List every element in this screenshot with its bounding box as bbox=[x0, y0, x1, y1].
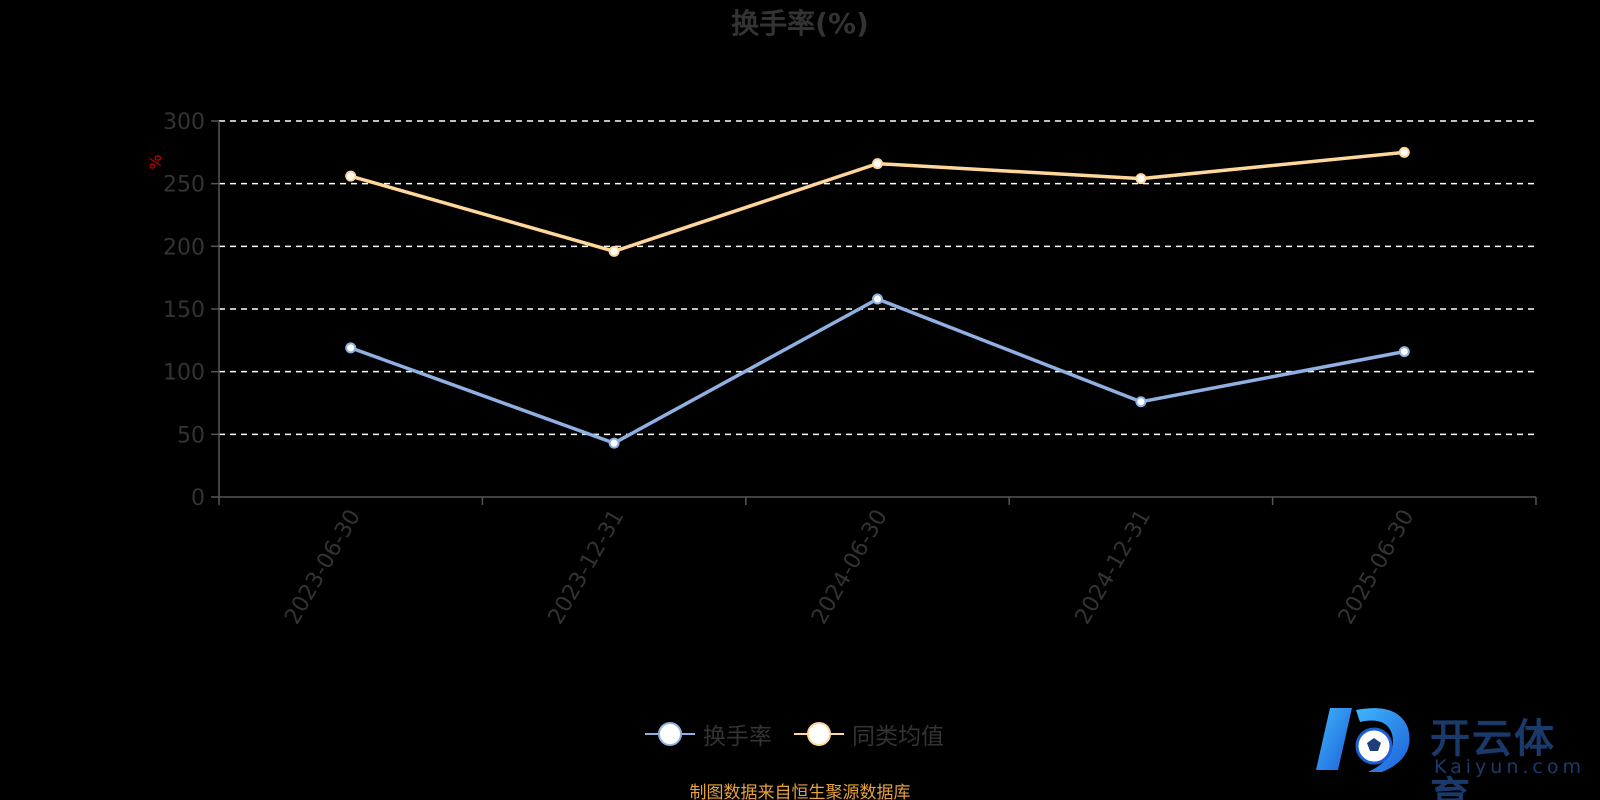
legend-item-turnover[interactable]: 换手率 bbox=[645, 717, 772, 751]
legend-item-peer-average[interactable]: 同类均值 bbox=[794, 717, 944, 751]
data-point bbox=[345, 170, 357, 182]
data-source-note: 制图数据来自恒生聚源数据库 bbox=[689, 783, 911, 800]
x-tick-label: 2025-06-30 bbox=[1334, 506, 1420, 629]
data-point bbox=[872, 158, 883, 170]
data-point bbox=[1398, 146, 1410, 158]
legend-marker-peer-average bbox=[794, 721, 844, 747]
data-point bbox=[872, 293, 883, 305]
y-tick-label: 250 bbox=[163, 173, 205, 198]
y-tick-label: 0 bbox=[191, 486, 205, 511]
y-tick-label: 100 bbox=[163, 361, 205, 386]
watermark-logo: 开云体育 Kaiyun.com bbox=[1312, 700, 1592, 800]
legend-marker-turnover bbox=[645, 721, 695, 747]
data-point bbox=[1135, 396, 1147, 408]
data-point bbox=[345, 342, 357, 354]
series-layer bbox=[345, 146, 1410, 449]
chart-title: 换手率(%) bbox=[731, 7, 869, 40]
watermark-brand: 开云体育 bbox=[1430, 716, 1556, 800]
y-axis-unit-label: % bbox=[146, 154, 165, 169]
legend: 换手率 同类均值 bbox=[645, 717, 944, 751]
watermark-domain: Kaiyun.com bbox=[1434, 756, 1585, 778]
data-point bbox=[1135, 173, 1147, 185]
x-tick-label: 2024-06-30 bbox=[807, 506, 893, 629]
legend-label-peer-average: 同类均值 bbox=[852, 724, 944, 750]
x-tick-label: 2023-06-30 bbox=[280, 506, 366, 629]
data-point bbox=[1398, 346, 1410, 358]
y-tick-label: 150 bbox=[163, 298, 205, 323]
axis-layer: 0 50 100 150 200 250 300% 2023-06-30 2023-12-31 2… bbox=[146, 110, 1537, 629]
x-tick-label: 2023-12-31 bbox=[544, 506, 630, 629]
data-point bbox=[608, 245, 620, 257]
data-point bbox=[608, 437, 620, 449]
kaiyun-logo-icon bbox=[1316, 708, 1410, 772]
x-tick-label: 2024-12-31 bbox=[1071, 506, 1157, 629]
legend-label-turnover: 换手率 bbox=[703, 724, 772, 750]
y-tick-label: 200 bbox=[163, 235, 205, 260]
y-tick-label: 300 bbox=[163, 110, 205, 135]
y-tick-label: 50 bbox=[177, 423, 205, 448]
